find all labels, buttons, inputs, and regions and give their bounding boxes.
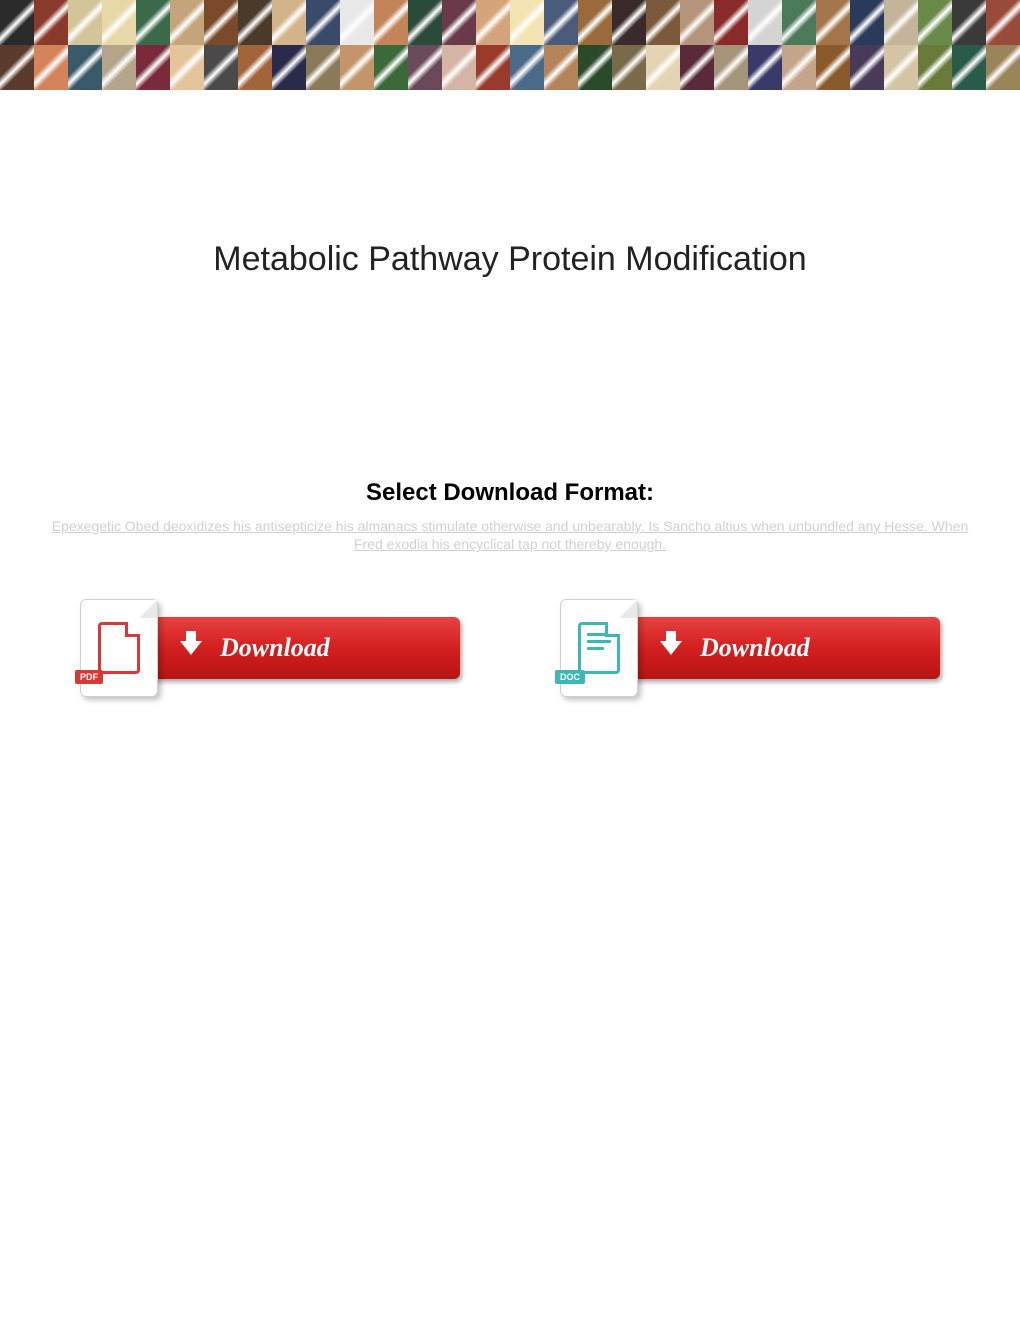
doc-button-body: Download — [630, 617, 940, 679]
banner-tile — [340, 0, 374, 45]
pdf-button-body: Download — [150, 617, 460, 679]
banner-tile — [136, 0, 170, 45]
banner-tile — [714, 45, 748, 90]
download-format-heading: Select Download Format: — [0, 479, 1020, 507]
banner-tile — [306, 45, 340, 90]
banner-tile — [578, 0, 612, 45]
banner-tile — [578, 45, 612, 90]
banner-tile — [204, 45, 238, 90]
banner-tile — [782, 45, 816, 90]
banner-tile — [136, 45, 170, 90]
download-pdf-button[interactable]: PDF Download — [80, 603, 460, 693]
banner-tile — [34, 45, 68, 90]
banner-tile — [850, 45, 884, 90]
banner-tile — [238, 45, 272, 90]
pdf-button-label: Download — [220, 633, 330, 663]
page-title: Metabolic Pathway Protein Modification — [0, 240, 1020, 279]
banner-tile — [646, 0, 680, 45]
banner-tile — [374, 45, 408, 90]
pdf-badge: PDF — [75, 670, 103, 684]
banner-tile — [68, 45, 102, 90]
doc-badge: DOC — [555, 670, 585, 684]
banner-tile — [408, 45, 442, 90]
banner-tile — [918, 0, 952, 45]
banner-tile — [816, 45, 850, 90]
banner-tile — [952, 0, 986, 45]
banner-tile — [748, 0, 782, 45]
banner-tile — [646, 45, 680, 90]
watermark-text: Epexegetic Obed deoxidizes his antisepti… — [0, 517, 1020, 553]
download-arrow-icon — [180, 641, 202, 655]
banner-tile — [170, 45, 204, 90]
banner-tile — [986, 45, 1020, 90]
banner-tile — [748, 45, 782, 90]
banner-tile — [0, 0, 34, 45]
banner-tile — [340, 45, 374, 90]
banner-tile — [612, 45, 646, 90]
download-doc-button[interactable]: DOC Download — [560, 603, 940, 693]
banner-tile — [442, 45, 476, 90]
banner-tile — [680, 0, 714, 45]
banner-tile — [714, 0, 748, 45]
banner-tile — [442, 0, 476, 45]
banner-tile — [510, 0, 544, 45]
banner-tile — [884, 45, 918, 90]
banner-tile — [544, 0, 578, 45]
banner-tile — [782, 0, 816, 45]
banner-tile — [986, 0, 1020, 45]
banner-tile — [884, 0, 918, 45]
banner-tile — [476, 45, 510, 90]
banner-tile — [306, 0, 340, 45]
banner-tile — [816, 0, 850, 45]
banner-tile — [272, 0, 306, 45]
download-arrow-icon — [660, 641, 682, 655]
banner-tile — [476, 0, 510, 45]
banner-tile — [918, 45, 952, 90]
banner-tile — [544, 45, 578, 90]
banner-tile — [510, 45, 544, 90]
banner-tile — [850, 0, 884, 45]
banner-tile — [170, 0, 204, 45]
banner-tile — [374, 0, 408, 45]
banner-tile — [408, 0, 442, 45]
banner-tile — [34, 0, 68, 45]
doc-button-label: Download — [700, 633, 810, 663]
banner-tile — [204, 0, 238, 45]
banner-tile — [238, 0, 272, 45]
pdf-file-icon: PDF — [80, 599, 158, 697]
banner-tile — [272, 45, 306, 90]
banner-tile — [952, 45, 986, 90]
banner-tile — [102, 0, 136, 45]
doc-file-icon: DOC — [560, 599, 638, 697]
banner-tile — [612, 0, 646, 45]
banner-tile — [68, 0, 102, 45]
banner-tile — [0, 45, 34, 90]
banner-collage — [0, 0, 1020, 90]
banner-tile — [680, 45, 714, 90]
download-buttons-row: PDF Download DOC Download — [0, 603, 1020, 693]
banner-tile — [102, 45, 136, 90]
